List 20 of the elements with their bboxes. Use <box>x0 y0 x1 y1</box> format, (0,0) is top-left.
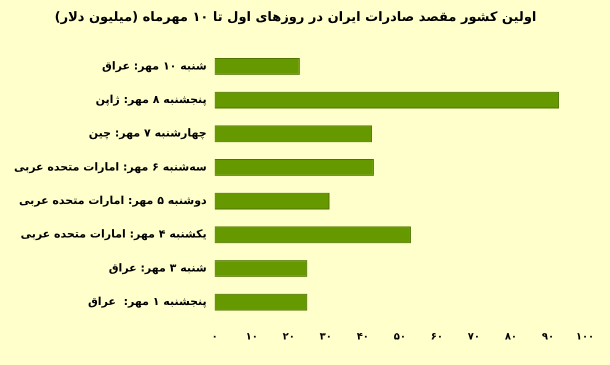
x-tick-label: ۹۰ <box>542 332 554 343</box>
y-tick-label: سه‌شنبه ۶ مهر: امارات متحده عربی <box>14 160 207 174</box>
y-tick-label: یکشنبه ۴ مهر: امارات متحده عربی <box>20 228 207 241</box>
x-tick-label: ۴۰ <box>356 332 369 343</box>
y-tick-label: چهارشنبه ۷ مهر: چین <box>88 126 207 140</box>
chart-title: اولین کشور مقصد صادرات ایران در روزهای اول تا ۱۰ مهرماه (میلیون دلار) <box>54 10 536 26</box>
x-tick-label: ۰ <box>212 332 218 343</box>
y-tick-label: پنجشنبه ۱ مهر: عراق <box>88 295 207 308</box>
y-tick-label: شنبه ۱۰ مهر: عراق <box>102 59 207 72</box>
x-tick-label: ۷۰ <box>468 332 480 343</box>
x-tick-label: ۵۰ <box>394 332 406 343</box>
x-tick-label: ۱۰۰ <box>576 332 594 343</box>
x-tick-label: ۱۰ <box>246 332 258 343</box>
x-tick-label: ۸۰ <box>504 332 518 343</box>
y-tick-label: دوشنبه ۵ مهر: امارات متحده عربی <box>18 194 208 207</box>
x-tick-label: ۳۰ <box>320 332 332 343</box>
x-tick-label: ۲۰ <box>282 332 295 343</box>
x-tick-label: ۶۰ <box>430 332 443 343</box>
y-tick-label: شنبه ۳ مهر: عراق <box>108 261 207 274</box>
y-tick-label: پنجشنبه ۸ مهر: ژاپن <box>96 92 207 106</box>
